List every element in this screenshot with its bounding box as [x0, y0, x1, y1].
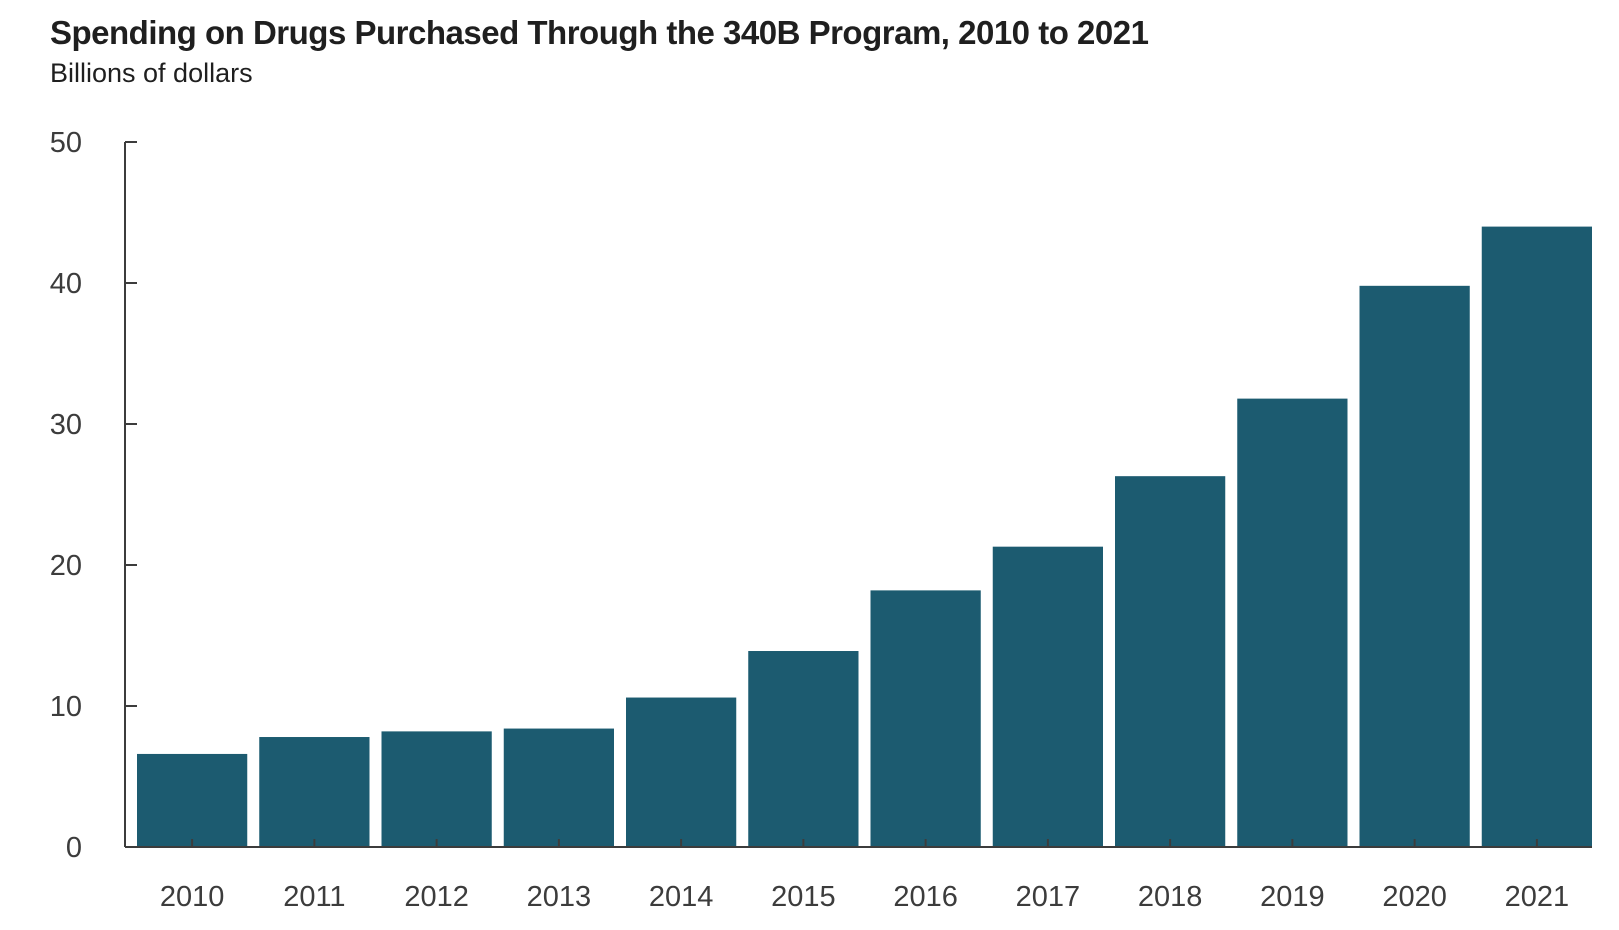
bar-2012	[381, 731, 492, 847]
bar-2015	[748, 651, 859, 847]
bar-2018	[1115, 476, 1226, 847]
y-tick-labels: 0 10 20 30 40 50	[50, 127, 82, 864]
bar-2014	[626, 697, 737, 847]
chart-title: Spending on Drugs Purchased Through the …	[50, 14, 1149, 51]
y-tick-label-50: 50	[50, 127, 82, 159]
x-tick-label-2019: 2019	[1260, 881, 1325, 913]
x-tick-label-2010: 2010	[160, 881, 225, 913]
x-tick-label-2017: 2017	[1016, 881, 1081, 913]
x-tick-label-2012: 2012	[404, 881, 469, 913]
x-tick-label-2014: 2014	[649, 881, 714, 913]
x-tick-label-2021: 2021	[1505, 881, 1570, 913]
bar-2020	[1359, 285, 1470, 847]
chart-subtitle: Billions of dollars	[50, 58, 253, 88]
x-tick-label-2016: 2016	[893, 881, 958, 913]
x-tick-label-2013: 2013	[527, 881, 592, 913]
y-tick-label-0: 0	[66, 832, 82, 864]
bar-2021	[1481, 226, 1592, 848]
bar-2010	[137, 753, 248, 847]
bars-group	[137, 226, 1592, 848]
bar-2019	[1237, 398, 1348, 847]
bar-2013	[503, 728, 614, 847]
bar-2011	[259, 737, 370, 847]
bar-2017	[992, 546, 1103, 847]
x-tick-labels: 2010 2011 2012 2013 2014 2015 2016 2017 2018 2019…	[160, 881, 1569, 913]
y-tick-label-30: 30	[50, 409, 82, 441]
x-tick-label-2015: 2015	[771, 881, 836, 913]
y-tick-label-20: 20	[50, 550, 82, 582]
axes-group	[124, 141, 1592, 848]
x-tick-label-2018: 2018	[1138, 881, 1203, 913]
x-tick-label-2020: 2020	[1382, 881, 1447, 913]
x-tick-label-2011: 2011	[283, 881, 345, 913]
y-tick-label-40: 40	[50, 268, 82, 300]
bar-2016	[870, 590, 981, 847]
y-tick-label-10: 10	[50, 691, 82, 723]
